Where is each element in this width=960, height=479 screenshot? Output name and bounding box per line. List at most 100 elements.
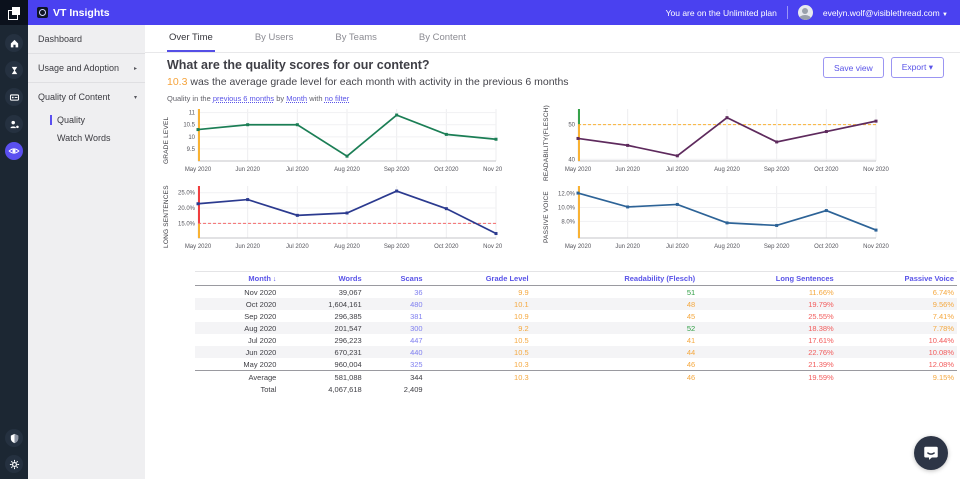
export-button[interactable]: Export ▾ (890, 57, 944, 78)
svg-text:20.0%: 20.0% (178, 206, 196, 212)
table-cell[interactable]: 381 (410, 311, 423, 321)
svg-text:Jun 2020: Jun 2020 (235, 244, 260, 250)
table-cell: 46 (686, 359, 696, 369)
table-cell: 10.08% (928, 347, 954, 357)
svg-text:May 2020: May 2020 (565, 167, 592, 173)
table-cell: 9.15% (836, 370, 957, 383)
page-title: What are the quality scores for our cont… (167, 58, 430, 72)
table-cell[interactable]: 447 (410, 335, 423, 345)
table-row: Sep 2020 296,385 381 10.9 45 25.55% 7.41% (195, 310, 957, 322)
vt-brand-icon (37, 7, 48, 18)
admin-shield-icon[interactable] (5, 429, 23, 447)
tab-by-users[interactable]: By Users (254, 32, 294, 43)
sidebar-item-quality[interactable]: Quality (28, 111, 145, 129)
table-cell[interactable]: 36 (414, 287, 423, 297)
reports-hourglass-icon[interactable] (5, 61, 23, 79)
table-cell: Sep 2020 (244, 311, 277, 321)
tab-by-teams[interactable]: By Teams (335, 32, 377, 43)
table-cell: Aug 2020 (244, 323, 277, 333)
sidebar-item-label: Usage and Adoption (38, 63, 120, 73)
chart-passive-voice: PASSIVE VOICE 8.0% 10.0% 12.0% May 2020 Jun 2… (541, 182, 892, 252)
main-content: Over Time By Users By Teams By Content W… (145, 25, 960, 479)
table-cell: 39,067 (338, 287, 362, 297)
column-header[interactable]: Month ↓ (195, 271, 280, 286)
table-cell: 7.41% (932, 311, 954, 321)
column-header: Grade Level (425, 271, 532, 286)
svg-text:Oct 2020: Oct 2020 (814, 244, 839, 250)
sidebar-item-quality-of-content[interactable]: Quality of Content ▾ (28, 83, 145, 111)
svg-text:Aug 2020: Aug 2020 (334, 244, 360, 250)
tab-over-time[interactable]: Over Time (167, 25, 215, 52)
metric-value: 10.3 (167, 76, 188, 88)
table-cell: 18.38% (808, 323, 834, 333)
table-cell[interactable]: 480 (410, 299, 423, 309)
svg-text:10: 10 (188, 135, 195, 141)
icon-rail (0, 0, 28, 479)
table-row: Jul 2020 296,223 447 10.5 41 17.61% 10.44% (195, 334, 957, 346)
svg-text:10.0%: 10.0% (558, 205, 576, 211)
table-cell[interactable]: 300 (410, 323, 423, 333)
sidebar-item-label: Dashboard (38, 34, 83, 44)
svg-text:Jul 2020: Jul 2020 (286, 244, 309, 250)
table-cell: May 2020 (243, 359, 277, 369)
chart-grade-level: GRADE LEVEL 9.5 10 10.5 11 May 2020 Jun 2020 Ju… (161, 105, 502, 175)
sidebar-item-dashboard[interactable]: Dashboard (28, 25, 145, 54)
sidebar-item-usage-and-adoption[interactable]: Usage and Adoption ▸ (28, 54, 145, 83)
table-cell: 10.1 (514, 299, 529, 309)
table-cell[interactable]: 440 (410, 347, 423, 357)
svg-text:Sep 2020: Sep 2020 (764, 167, 790, 173)
column-header: Long Sentences (698, 271, 837, 286)
svg-text:Jun 2020: Jun 2020 (235, 167, 260, 173)
chat-widget-button[interactable] (914, 436, 948, 470)
table-cell: Nov 2020 (244, 287, 277, 297)
table-cell: 10.5 (514, 347, 529, 357)
active-indicator (50, 115, 52, 125)
table-cell: 9.56% (932, 299, 954, 309)
content-card-icon[interactable] (5, 88, 23, 106)
filter-summary: Quality in the previous 6 months by Mont… (167, 94, 350, 103)
svg-text:Oct 2020: Oct 2020 (434, 167, 459, 173)
svg-text:40: 40 (568, 157, 575, 163)
table-cell: 7.78% (932, 323, 954, 333)
home-icon[interactable] (5, 34, 23, 52)
chart-long-sentences: LONG SENTENCES 15.0% 20.0% 25.0% May 2020 Jun… (161, 182, 502, 252)
table-cell (698, 383, 837, 395)
table-cell: 51 (686, 287, 696, 297)
sidebar-item-watch-words[interactable]: Watch Words (28, 129, 145, 147)
table-cell: 44 (686, 347, 696, 357)
table-cell: 296,385 (334, 311, 362, 321)
svg-text:Jun 2020: Jun 2020 (615, 244, 640, 250)
filter-range-link[interactable]: previous 6 months (212, 94, 275, 103)
table-cell: 344 (364, 370, 426, 383)
save-view-button[interactable]: Save view (823, 57, 884, 78)
settings-gear-icon[interactable] (5, 455, 23, 473)
filter-filter-link[interactable]: no filter (324, 94, 350, 103)
user-avatar[interactable] (797, 5, 813, 20)
table-cell: Jul 2020 (248, 335, 277, 345)
table-cell: 1,604,161 (328, 299, 362, 309)
page-subtitle: 10.3 was the average grade level for eac… (167, 76, 569, 88)
table-cell[interactable]: 325 (410, 359, 423, 369)
table-row: Average 581,088 344 10.3 46 19.59% 9.15% (195, 370, 957, 383)
table-header: Month ↓ Words Scans Grade Level Readability … (195, 271, 957, 286)
svg-text:May 2020: May 2020 (565, 244, 592, 250)
table-cell: 12.08% (928, 359, 954, 369)
tab-by-content[interactable]: By Content (418, 32, 466, 43)
chat-bubble-icon (924, 446, 938, 460)
sidebar-item-label: Quality (57, 115, 86, 125)
caret-down-icon: ▼ (942, 11, 948, 18)
brand: VT Insights (37, 7, 110, 19)
svg-text:Jul 2020: Jul 2020 (666, 244, 689, 250)
svg-text:10.5: 10.5 (183, 123, 195, 129)
visiblethread-logo[interactable] (0, 0, 28, 25)
insights-eye-icon[interactable] (5, 142, 23, 160)
table-cell: Average (195, 370, 280, 383)
filter-group-link[interactable]: Month (286, 94, 308, 103)
svg-text:Aug 2020: Aug 2020 (714, 167, 740, 173)
user-menu[interactable]: evelyn.wolf@visiblethread.com ▼ (823, 8, 948, 18)
table-cell: 17.61% (808, 335, 834, 345)
svg-text:Aug 2020: Aug 2020 (714, 244, 740, 250)
svg-text:Jul 2020: Jul 2020 (666, 167, 689, 173)
teams-people-icon[interactable] (5, 115, 23, 133)
